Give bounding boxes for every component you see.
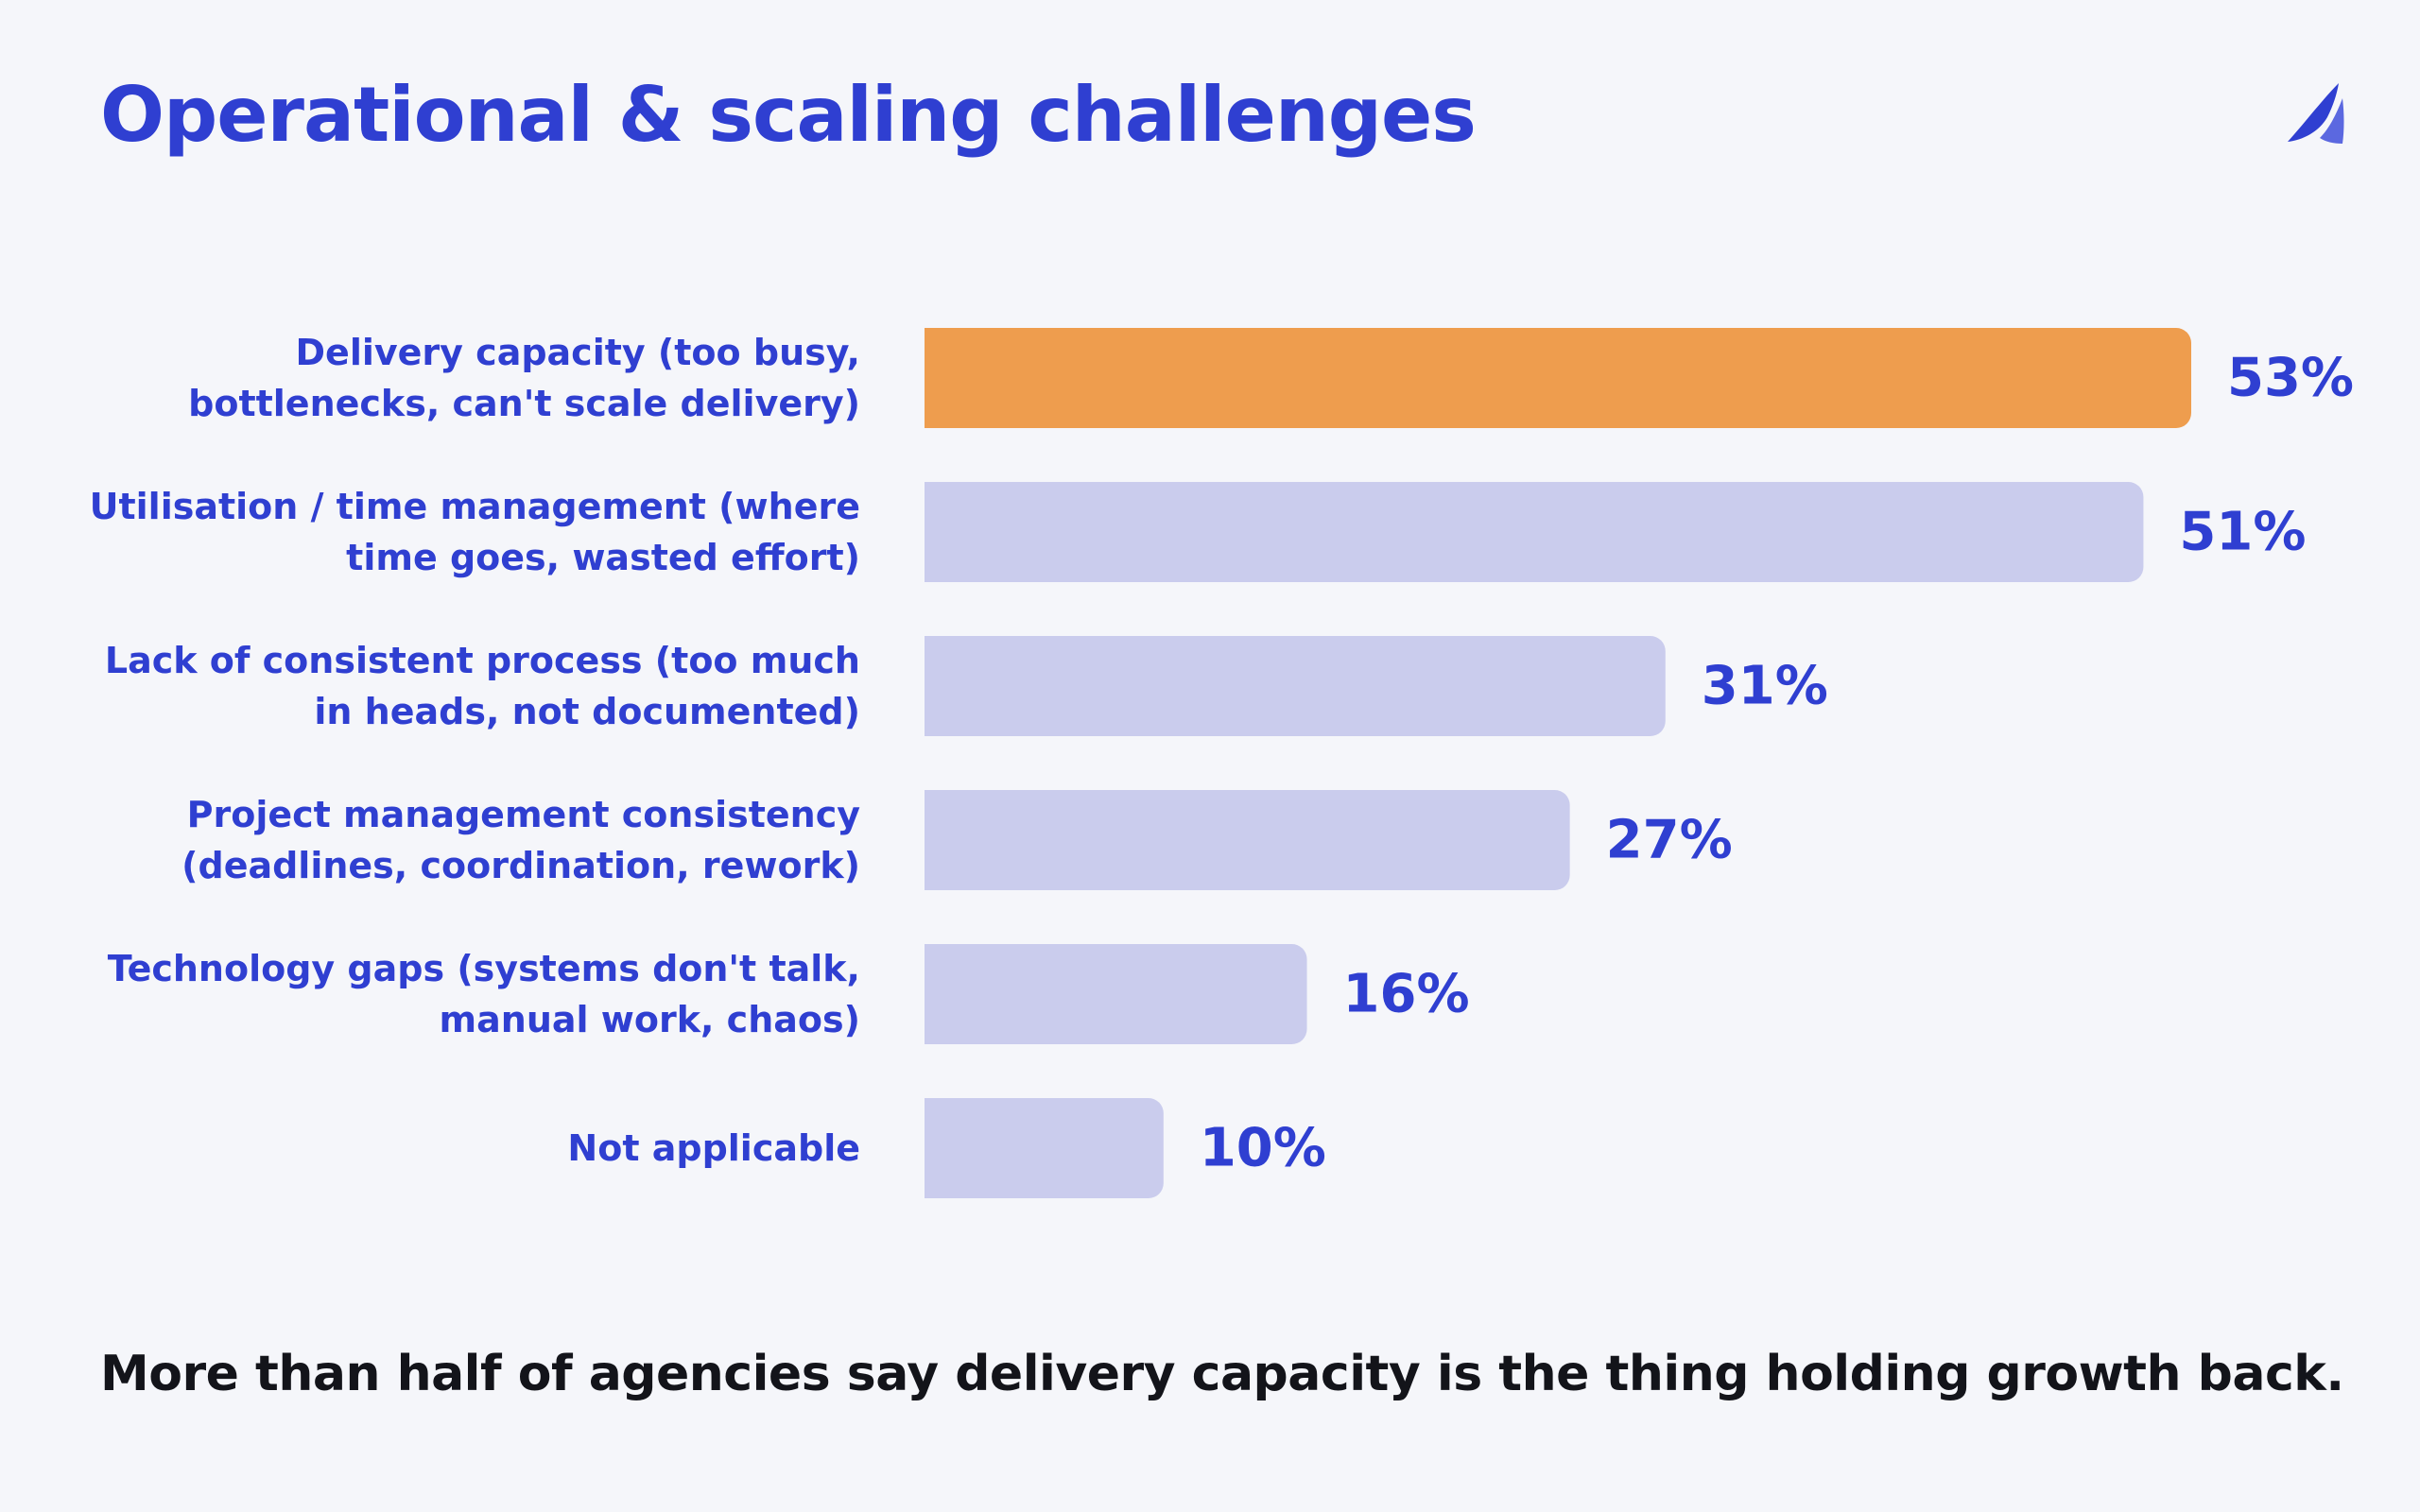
value-label-3: 31% [1702,656,1828,717]
category-label-line: Not applicable [567,1127,860,1169]
category-label-6: Not applicable [567,1127,860,1169]
category-label-line: (deadlines, coordination, rework) [182,845,860,886]
bar-1-edge [925,328,943,428]
value-label-2: 51% [2179,502,2306,563]
value-label-1: 53% [2227,348,2354,409]
category-label-line: Utilisation / time management (where [90,486,860,527]
bar-6 [925,1098,1164,1198]
value-label-6: 10% [1200,1118,1326,1179]
value-label-4: 27% [1606,810,1733,871]
bar-5-edge [925,944,943,1044]
category-label-4: Project management consistency (deadlines… [182,794,860,886]
category-label-line: in heads, not documented) [314,691,860,732]
bar-6-edge [925,1098,943,1198]
bar-2 [925,482,2144,582]
bar-5 [925,944,1307,1044]
bar-2-edge [925,482,943,582]
bar-3 [925,636,1666,736]
chart-caption: More than half of agencies say delivery … [100,1346,2344,1402]
category-label-line: Project management consistency [187,794,861,835]
category-label-line: time goes, wasted effort) [346,537,860,578]
bar-3-edge [925,636,943,736]
bar-4-edge [925,790,943,890]
sail-logo-icon [2288,83,2344,144]
value-label-5: 16% [1343,964,1470,1025]
category-label-line: Technology gaps (systems don't talk, [108,948,860,989]
category-label-line: bottlenecks, can't scale delivery) [188,383,860,424]
category-label-line: Delivery capacity (too busy, [296,332,860,373]
category-label-line: manual work, chaos) [440,999,860,1040]
category-label-5: Technology gaps (systems don't talk, manu… [108,948,860,1040]
category-label-line: Lack of consistent process (too much [105,640,860,681]
bar-1 [925,328,2191,428]
bar-4 [925,790,1570,890]
category-label-1: Delivery capacity (too busy, bottlenecks,… [188,332,860,424]
category-label-2: Utilisation / time management (where time… [90,486,860,578]
category-label-3: Lack of consistent process (too much in h… [105,640,860,732]
chart-title: Operational & scaling challenges [100,71,1477,159]
